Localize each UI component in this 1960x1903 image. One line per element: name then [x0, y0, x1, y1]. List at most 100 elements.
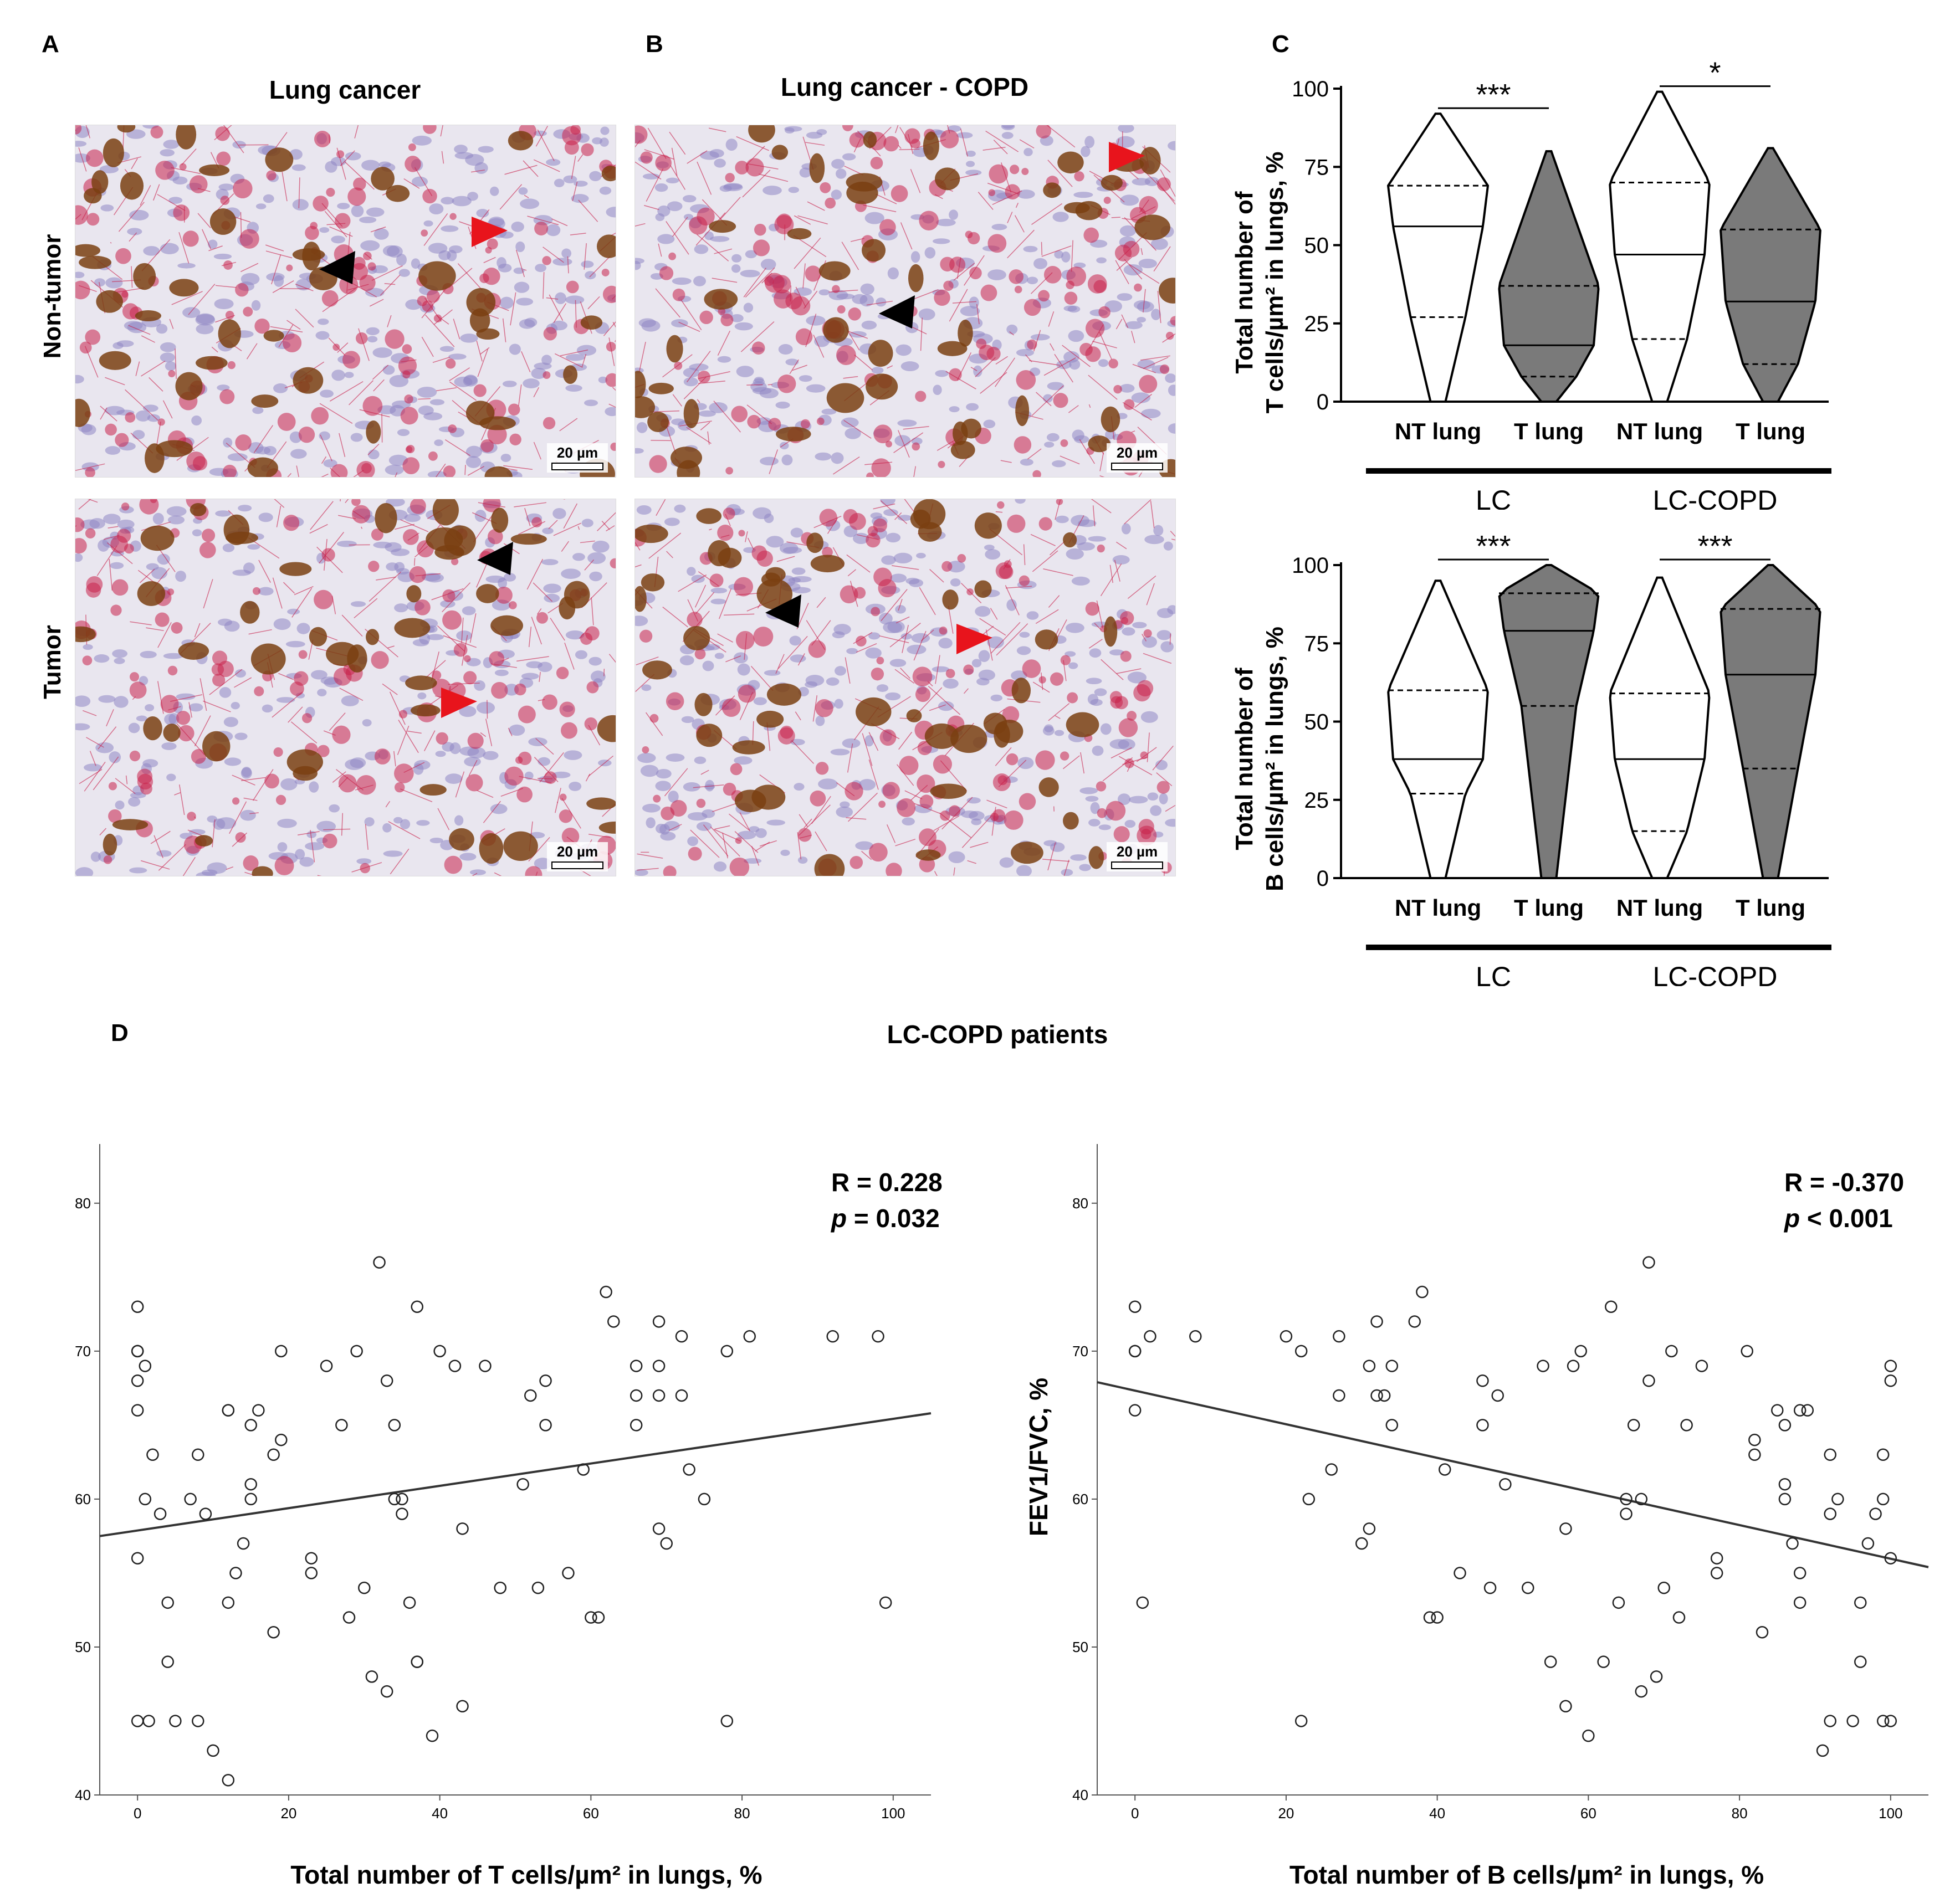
violin-shape [1609, 576, 1711, 879]
scale-bar-label: 20 µm [1116, 444, 1158, 461]
data-point [494, 1581, 506, 1594]
y-tick-label: 50 [1304, 710, 1329, 735]
significance-stars: *** [1476, 530, 1511, 563]
regression-line [1097, 1381, 1929, 1568]
x-category-label: T lung [1736, 418, 1805, 444]
significance-stars: * [1709, 57, 1721, 90]
y-tick-label: 50 [1072, 1639, 1088, 1655]
red-arrowhead-icon [472, 217, 508, 247]
data-point [1128, 1345, 1142, 1358]
panel-label-a: A [42, 30, 59, 58]
data-point [320, 1360, 333, 1372]
data-point [524, 1389, 537, 1402]
micrograph-image [635, 125, 1175, 477]
data-point [1793, 1567, 1807, 1579]
x-tick-label: 40 [432, 1805, 448, 1822]
data-point [244, 1478, 257, 1491]
correlation-p: p = 0.032 [830, 1204, 940, 1233]
data-point [153, 1507, 167, 1520]
data-point [1597, 1655, 1610, 1668]
data-point [1876, 1492, 1890, 1506]
data-point [600, 1285, 612, 1299]
data-point [131, 1404, 144, 1417]
y-axis-title-line2: B cells/µm² in lungs, % [1261, 627, 1288, 891]
x-axis-title: Total number of B cells/µm² in lungs, % [1289, 1860, 1764, 1889]
data-point [585, 1611, 597, 1624]
data-point [1483, 1581, 1497, 1594]
data-point [607, 1315, 620, 1328]
y-tick-label: 100 [1292, 77, 1329, 101]
data-point [1302, 1492, 1316, 1506]
y-axis-title-line2: T cells/µm² in lungs, % [1261, 152, 1288, 414]
data-point [1476, 1374, 1489, 1387]
x-category-label: NT lung [1395, 418, 1481, 444]
micrograph-lc-non-tumor: 20 µm [75, 125, 616, 478]
data-point [1854, 1596, 1867, 1609]
data-point [1884, 1552, 1897, 1565]
x-tick-label: 20 [1278, 1805, 1294, 1822]
data-point [456, 1522, 469, 1535]
regression-line [99, 1412, 932, 1537]
data-point [267, 1448, 280, 1461]
y-tick-label: 60 [1072, 1491, 1088, 1507]
data-point [1642, 1256, 1655, 1269]
data-point [675, 1330, 688, 1343]
micrograph-image [635, 499, 1175, 876]
data-point [1431, 1611, 1444, 1624]
data-point [139, 1492, 152, 1506]
data-point [1793, 1596, 1807, 1609]
row-label-non-tumor: Non-tumor [39, 234, 66, 359]
data-point [252, 1404, 265, 1417]
data-point [1620, 1507, 1633, 1520]
data-point [1657, 1581, 1670, 1594]
x-tick-label: 100 [1879, 1805, 1902, 1822]
data-point [1355, 1537, 1368, 1550]
scale-bar-label: 20 µm [1116, 843, 1158, 860]
data-point [207, 1744, 219, 1757]
scale-bar-label: 20 µm [556, 843, 598, 860]
red-arrowhead-icon [441, 688, 477, 718]
data-point [1370, 1315, 1383, 1328]
data-point [1574, 1345, 1587, 1358]
panel-label-b: B [646, 30, 663, 58]
x-tick-label: 80 [734, 1805, 750, 1822]
x-tick-label: 100 [881, 1805, 905, 1822]
data-point [872, 1330, 884, 1343]
data-point [350, 1345, 363, 1358]
data-point [652, 1389, 666, 1402]
data-point [388, 1419, 401, 1432]
data-point [131, 1300, 144, 1313]
data-point [630, 1419, 643, 1432]
red-arrowhead-icon [956, 624, 992, 654]
data-point [131, 1374, 144, 1387]
data-point [1627, 1419, 1640, 1432]
data-point [592, 1611, 605, 1624]
x-category-label: NT lung [1616, 418, 1703, 444]
data-point [380, 1685, 393, 1698]
y-tick-label: 70 [75, 1343, 91, 1360]
data-point [365, 1670, 378, 1683]
data-point [1672, 1611, 1686, 1624]
data-point [1824, 1715, 1836, 1727]
data-point [1620, 1492, 1633, 1506]
red-arrowhead-icon [1109, 142, 1145, 172]
data-point [275, 1345, 288, 1358]
data-point [1294, 1715, 1308, 1727]
micrograph-image [75, 125, 616, 477]
data-point [1756, 1626, 1769, 1639]
column-title-lung-cancer-copd: Lung cancer - COPD [780, 73, 1029, 101]
y-tick-label: 25 [1304, 788, 1329, 813]
group-label: LC-COPD [1652, 485, 1777, 510]
significance-stars: *** [1476, 78, 1511, 111]
data-point [426, 1729, 439, 1742]
data-point [305, 1552, 318, 1565]
panel-label-d: D [111, 1019, 129, 1047]
micrograph-lc-tumor: 20 µm [75, 499, 616, 876]
x-tick-label: 80 [1732, 1805, 1748, 1822]
data-point [1635, 1492, 1648, 1506]
data-point [1635, 1685, 1648, 1698]
black-arrowhead-icon [879, 295, 915, 329]
data-point [1748, 1448, 1761, 1461]
data-point [1642, 1374, 1655, 1387]
data-point [1854, 1655, 1867, 1668]
